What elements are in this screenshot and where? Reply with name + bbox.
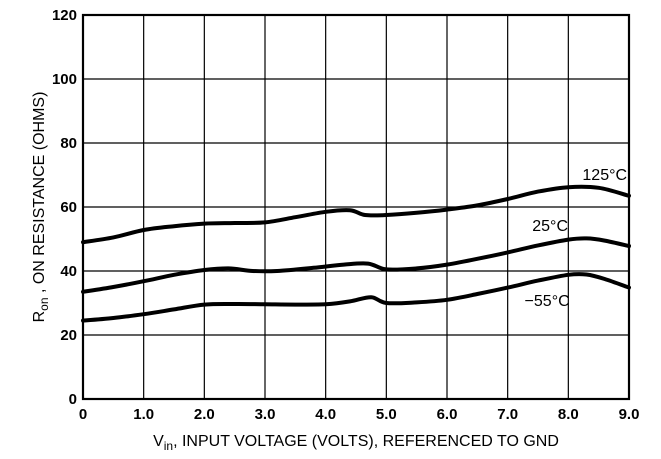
y-tick-label: 80: [60, 135, 77, 152]
y-tick-label: 20: [60, 327, 77, 344]
series-minus55c-label: −55°C: [525, 293, 570, 310]
plot-frame: [81, 13, 631, 401]
x-tick-label: 7.0: [497, 406, 518, 423]
x-tick-label: 0: [79, 406, 87, 423]
x-tick-label: 6.0: [437, 406, 458, 423]
x-axis-label: Vin, INPUT VOLTAGE (VOLTS), REFERENCED T…: [153, 433, 559, 453]
x-tick-label: 1.0: [133, 406, 154, 423]
y-tick-label: 100: [52, 71, 77, 88]
x-tick-label: 8.0: [558, 406, 579, 423]
series-125c-label: 125°C: [582, 167, 627, 184]
y-tick-label: 120: [52, 7, 77, 24]
y-tick-label: 0: [69, 391, 77, 408]
y-tick-label: 60: [60, 199, 77, 216]
series-minus55c-line: [81, 272, 631, 323]
x-tick-label: 2.0: [194, 406, 215, 423]
series-25c-label: 25°C: [532, 218, 568, 235]
x-tick-label: 9.0: [619, 406, 640, 423]
y-tick-labels: 0 20 40 60 80 100 120: [52, 7, 77, 408]
x-tick-label: 4.0: [315, 406, 336, 423]
y-tick-label: 40: [60, 263, 77, 280]
x-tick-labels: 0 1.0 2.0 3.0 4.0 5.0 6.0 7.0 8.0 9.0: [79, 406, 640, 423]
x-tick-label: 5.0: [376, 406, 397, 423]
grid: [82, 14, 630, 400]
series-labels: 125°C 25°C −55°C: [525, 167, 628, 310]
y-axis-label: Ron , ON RESISTANCE (OHMS): [31, 92, 51, 323]
series-125c-line: [81, 184, 631, 245]
series-curves: [81, 184, 631, 323]
series-25c-line: [81, 236, 631, 294]
x-tick-label: 3.0: [255, 406, 276, 423]
